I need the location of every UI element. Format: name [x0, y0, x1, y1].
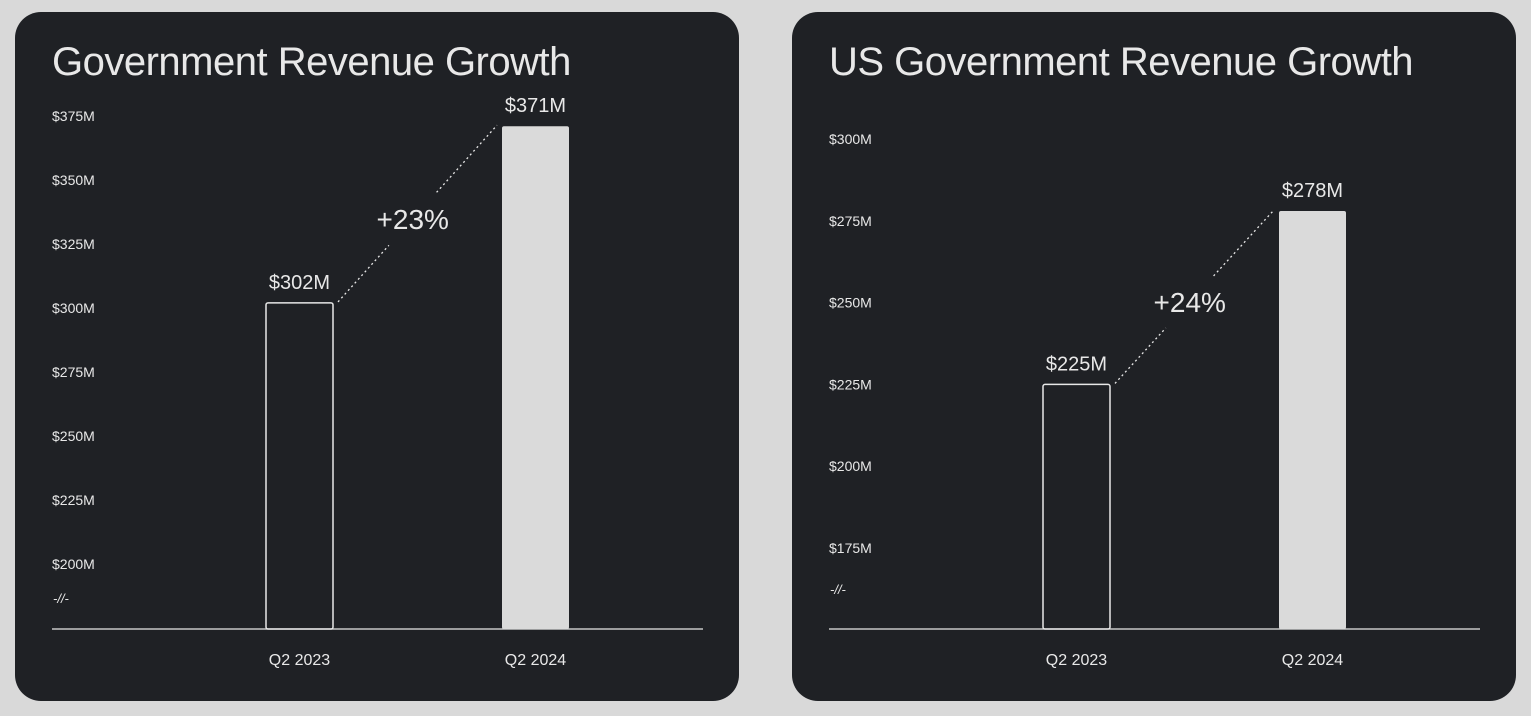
- chart-title: Government Revenue Growth: [52, 40, 571, 84]
- y-tick-label: $225M: [829, 376, 872, 392]
- y-tick-label: $200M: [829, 458, 872, 474]
- government-revenue-card: Government Revenue Growth $375M $350M $325…: [15, 12, 739, 701]
- y-tick-label: $275M: [52, 364, 95, 380]
- bar-q2-2023: [1042, 383, 1111, 630]
- bar-value-label: $371M: [505, 95, 566, 117]
- y-tick-label: $300M: [829, 131, 872, 147]
- y-tick-label: $250M: [829, 295, 872, 311]
- us-government-revenue-chart: $300M $275M $250M $225M $200M $175M -//- $225M Q…: [829, 131, 1480, 669]
- y-tick-label: $300M: [52, 300, 95, 316]
- chart-title: US Government Revenue Growth: [829, 40, 1414, 84]
- y-tick-label: $325M: [52, 236, 95, 252]
- growth-connector-line: [1114, 327, 1167, 384]
- growth-percentage-label: +24%: [1154, 287, 1226, 318]
- growth-connector-line: [337, 244, 390, 303]
- bar-q2-2024: [502, 126, 569, 630]
- bar-value-label: $302M: [269, 272, 330, 294]
- growth-connector-line: [436, 124, 498, 193]
- bar-value-label: $225M: [1046, 353, 1107, 375]
- y-tick-label: $275M: [829, 213, 872, 229]
- y-tick-label: $250M: [52, 428, 95, 444]
- bar-q2-2024: [1279, 210, 1346, 629]
- government-revenue-chart: $375M $350M $325M $300M $275M $250M $225M $200M…: [52, 95, 703, 669]
- x-tick-label: Q2 2023: [269, 652, 330, 669]
- bar-q2-2023: [265, 302, 334, 630]
- y-tick-label: $375M: [52, 108, 95, 124]
- y-tick-label: $225M: [52, 492, 95, 508]
- x-tick-label: Q2 2024: [505, 652, 566, 669]
- y-tick-label: $350M: [52, 172, 95, 188]
- us-government-revenue-card: US Government Revenue Growth $300M $275M $…: [792, 12, 1516, 701]
- growth-connector-line: [1213, 209, 1275, 277]
- axis-break-symbol: -//-: [53, 591, 70, 606]
- x-tick-label: Q2 2024: [1282, 652, 1343, 669]
- bar-value-label: $278M: [1282, 180, 1343, 202]
- axis-break-symbol: -//-: [830, 582, 847, 597]
- growth-percentage-label: +23%: [377, 204, 449, 235]
- x-tick-label: Q2 2023: [1046, 652, 1107, 669]
- y-tick-label: $175M: [829, 540, 872, 556]
- y-tick-label: $200M: [52, 556, 95, 572]
